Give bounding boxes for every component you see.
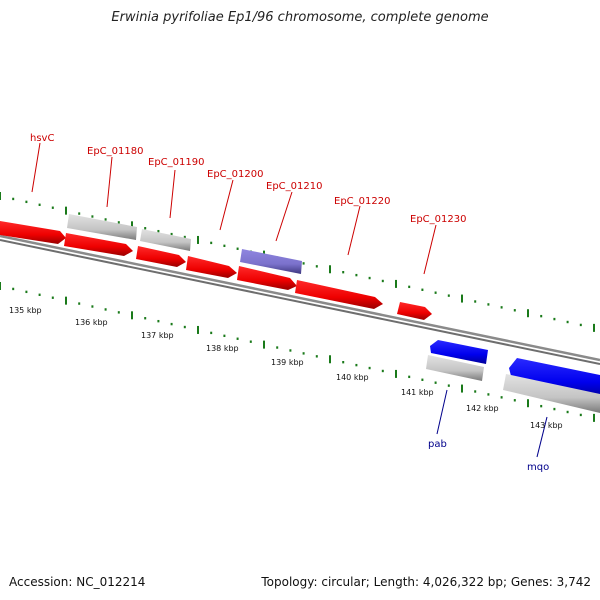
forward-pseudo-genes <box>67 214 191 251</box>
leader-EpC_01180 <box>106 156 113 208</box>
pseudo-gene-pab[interactable] <box>426 355 484 381</box>
scale-tick-labels: 135 kbp 136 kbp 137 kbp 138 kbp 139 kbp … <box>9 306 563 430</box>
pseudo-gene-mqo[interactable] <box>503 374 600 413</box>
leader-EpC_01230 <box>423 224 437 275</box>
tick-label: 143 kbp <box>530 421 563 430</box>
gene-arrow-EpC_01230[interactable] <box>397 302 432 320</box>
leader-EpC_01190 <box>169 169 176 219</box>
gene-arrow-EpC_01190[interactable] <box>136 246 186 267</box>
gene-arrow-EpC_01210[interactable] <box>237 266 297 290</box>
gene-label-EpC_01210[interactable]: EpC_01210 <box>266 181 322 192</box>
rna-gene-EpC_01210[interactable] <box>240 249 302 274</box>
backbone-line-upper <box>0 234 600 362</box>
gene-arrow-pab[interactable] <box>430 340 488 364</box>
reverse-strand-genes <box>430 340 600 398</box>
leader-EpC_01200 <box>219 179 234 231</box>
leader-hsvC <box>31 142 41 193</box>
tick-label: 136 kbp <box>75 318 108 327</box>
gene-labels: hsvC EpC_01180 EpC_01190 EpC_01200 EpC_0… <box>30 133 549 473</box>
tick-label: 138 kbp <box>206 344 239 353</box>
gene-label-mqo[interactable]: mqo <box>527 462 549 473</box>
leader-mqo <box>536 416 548 458</box>
tick-label: 135 kbp <box>9 306 42 315</box>
gene-label-EpC_01180[interactable]: EpC_01180 <box>87 146 143 157</box>
accession-text: Accession: NC_012214 <box>9 575 146 589</box>
gene-label-EpC_01220[interactable]: EpC_01220 <box>334 196 390 207</box>
tick-label: 137 kbp <box>141 331 174 340</box>
leader-EpC_01220 <box>347 205 361 256</box>
gene-label-hsvC[interactable]: hsvC <box>30 133 54 144</box>
leader-EpC_01210 <box>275 191 293 242</box>
gene-arrow-mqo[interactable] <box>509 358 600 398</box>
pseudo-gene-EpC_01180[interactable] <box>67 214 137 240</box>
gene-arrow-EpC_01180[interactable] <box>64 233 133 256</box>
tick-label: 142 kbp <box>466 404 499 413</box>
pseudo-gene-EpC_01190[interactable] <box>140 229 191 251</box>
reverse-pseudo-genes <box>426 355 600 413</box>
gene-label-pab[interactable]: pab <box>428 439 447 450</box>
tick-label: 139 kbp <box>271 358 304 367</box>
gene-arrow-hsvC[interactable] <box>0 221 66 244</box>
map-title: Erwinia pyrifoliae Ep1/96 chromosome, co… <box>111 10 489 25</box>
genome-summary-text: Topology: circular; Length: 4,026,322 bp… <box>261 575 591 589</box>
tick-label: 140 kbp <box>336 373 369 382</box>
gene-arrow-EpC_01220[interactable] <box>295 280 383 309</box>
gene-label-EpC_01190[interactable]: EpC_01190 <box>148 157 204 168</box>
gene-label-EpC_01230[interactable]: EpC_01230 <box>410 214 466 225</box>
gene-label-EpC_01200[interactable]: EpC_01200 <box>207 169 263 180</box>
label-leaders <box>31 142 548 458</box>
gene-arrow-EpC_01200[interactable] <box>186 256 237 278</box>
backbone-line-lower <box>0 239 600 365</box>
inner-scale-ring <box>0 282 595 422</box>
forward-strand-genes <box>0 221 432 320</box>
leader-pab <box>436 389 448 435</box>
tick-label: 141 kbp <box>401 388 434 397</box>
